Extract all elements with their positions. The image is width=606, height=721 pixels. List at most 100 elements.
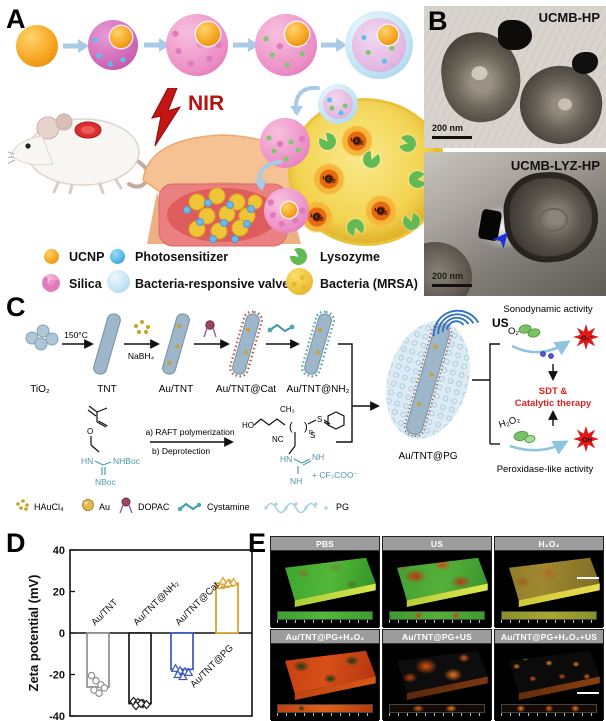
o2-label: O₂ bbox=[508, 326, 519, 337]
bacteria-icon bbox=[286, 268, 313, 295]
legend-au: Au bbox=[99, 502, 110, 512]
ucnp-icon bbox=[44, 249, 59, 264]
silica-icon bbox=[42, 274, 60, 292]
panel-a-label: A bbox=[6, 4, 26, 34]
condition-150c: 150°C bbox=[64, 330, 88, 340]
au-tnt-pg-rod bbox=[386, 321, 470, 439]
lysozyme-silica-sphere bbox=[260, 118, 310, 168]
ucnp-core bbox=[285, 22, 309, 46]
tem-image-ucmb-lyz-hp: ➤ UCMB-LYZ-HP 200 nm bbox=[424, 152, 606, 296]
bracket bbox=[489, 343, 500, 444]
panel-c-label: C bbox=[6, 292, 26, 322]
tnt-rod bbox=[93, 313, 121, 375]
y-tick-label: -40 bbox=[49, 711, 65, 720]
release-arrow-icon bbox=[290, 85, 320, 116]
lysozyme-icon bbox=[395, 131, 420, 156]
data-point bbox=[183, 667, 194, 677]
svg-text:NBoc: NBoc bbox=[95, 477, 117, 487]
legend-dopac-icon bbox=[119, 497, 133, 514]
legend-dopac: DOPAC bbox=[138, 502, 170, 512]
lysozyme-loaded-sphere bbox=[255, 14, 317, 76]
legend-haucl4: HAuCl₄ bbox=[34, 502, 64, 512]
peroxidase-title: Peroxidase-like activity bbox=[497, 464, 594, 475]
release-arrow-icon bbox=[254, 160, 282, 191]
monomer-structure: O HN NHBoc NBoc bbox=[81, 405, 141, 487]
step-label-tnt: TNT bbox=[97, 384, 116, 395]
axis-ticks bbox=[501, 713, 597, 716]
biofilm-cross-section bbox=[501, 704, 597, 713]
y-axis-title: Zeta potential (mV) bbox=[26, 574, 41, 691]
lysozyme-icon bbox=[400, 210, 423, 233]
cell-lumen bbox=[557, 97, 573, 112]
confocal-header: Au/TNT@PG+US bbox=[383, 630, 491, 644]
biofilm-cross-section bbox=[389, 611, 485, 620]
legend-cystamine: Cystamine bbox=[207, 502, 250, 512]
data-point bbox=[218, 576, 228, 585]
hydroxyl-label: ·OH bbox=[580, 437, 592, 444]
legend-valve: Bacteria-responsive valve bbox=[135, 277, 290, 291]
legend-silica: Silica bbox=[69, 277, 102, 291]
legend-ucnp: UCNP bbox=[69, 250, 105, 264]
legend-haucl4-icon bbox=[16, 499, 29, 511]
cell-lumen bbox=[537, 206, 570, 233]
bacterium-cell-partial bbox=[424, 242, 472, 296]
scale-bar-text: 200 nm bbox=[432, 271, 464, 281]
singlet-oxygen-burst: ¹O₂ bbox=[311, 161, 347, 197]
mouse-legs bbox=[52, 178, 123, 194]
confocal-cell-pg-h2o2-us: Au/TNT@PG+H₂O₂+US bbox=[494, 629, 604, 721]
confocal-image bbox=[383, 644, 491, 721]
cell-lumen bbox=[470, 65, 489, 82]
axis-ticks bbox=[389, 713, 485, 716]
legend-bacteria: Bacteria (MRSA) bbox=[320, 277, 418, 291]
panel-e-label: E bbox=[248, 528, 267, 558]
nir-lightning-icon bbox=[151, 88, 182, 147]
nir-label: NIR bbox=[188, 92, 225, 115]
svg-text:NC: NC bbox=[272, 435, 284, 444]
electron-dots-icon bbox=[540, 351, 554, 359]
mouse-eye bbox=[25, 143, 31, 149]
arrow-icon bbox=[63, 39, 89, 53]
confocal-header: PBS bbox=[271, 537, 379, 551]
panel-b-label: B bbox=[428, 6, 448, 36]
scale-bar bbox=[432, 136, 472, 139]
raft-step-a: a) RAFT polymerization bbox=[145, 427, 234, 437]
ucnp-core bbox=[196, 22, 220, 46]
confocal-cell-us: US bbox=[382, 536, 492, 628]
reaction-arrow bbox=[509, 440, 569, 455]
bracket bbox=[336, 406, 353, 443]
wound-cross-section bbox=[142, 134, 306, 247]
mouse-head bbox=[10, 135, 54, 166]
h2o2-label: H₂O₂ bbox=[498, 414, 522, 431]
h2o2-molecule-icon bbox=[513, 430, 536, 444]
mrsa-cell: ¹O₂ ¹O₂ ¹O₂ ¹O₂ bbox=[288, 98, 446, 246]
nanoparticle-aggregate bbox=[572, 52, 598, 74]
mesoporous-silica-sphere bbox=[166, 14, 228, 76]
biofilm-cross-section bbox=[501, 611, 597, 620]
axis-ticks bbox=[277, 620, 373, 623]
legend-au-icon bbox=[82, 499, 94, 511]
biofilm-cross-section bbox=[389, 704, 485, 713]
legend-pg-icon bbox=[264, 502, 328, 514]
svg-text:CH₃: CH₃ bbox=[280, 405, 295, 414]
data-point bbox=[178, 671, 188, 681]
au-highlight bbox=[84, 501, 88, 505]
valve-icon bbox=[107, 270, 130, 293]
scale-bar bbox=[432, 284, 472, 287]
photosensitizer-icon bbox=[110, 249, 125, 264]
y-tick-label: -20 bbox=[49, 670, 65, 682]
data-point bbox=[223, 578, 233, 587]
tem-title: UCMB-LYZ-HP bbox=[510, 158, 600, 173]
tem-title: UCMB-HP bbox=[538, 10, 600, 25]
svg-text:HN: HN bbox=[81, 456, 93, 466]
axis-ticks bbox=[277, 713, 373, 716]
sdt-label-2: Catalytic therapy bbox=[515, 398, 592, 409]
confocal-cell-pg-h2o2: Au/TNT@PG+H₂O₂ bbox=[270, 629, 380, 721]
au-tnt-rod bbox=[162, 313, 190, 375]
step-label-au-tnt-cat: Au/TNT@Cat bbox=[216, 384, 276, 395]
svg-text:+ CF₃COO⁻: + CF₃COO⁻ bbox=[312, 470, 358, 480]
category-label: Au/TNT@Cat bbox=[173, 580, 221, 628]
data-point bbox=[92, 676, 100, 685]
data-point bbox=[173, 669, 183, 679]
data-point bbox=[136, 698, 146, 709]
legend-pg: PG bbox=[336, 502, 349, 512]
